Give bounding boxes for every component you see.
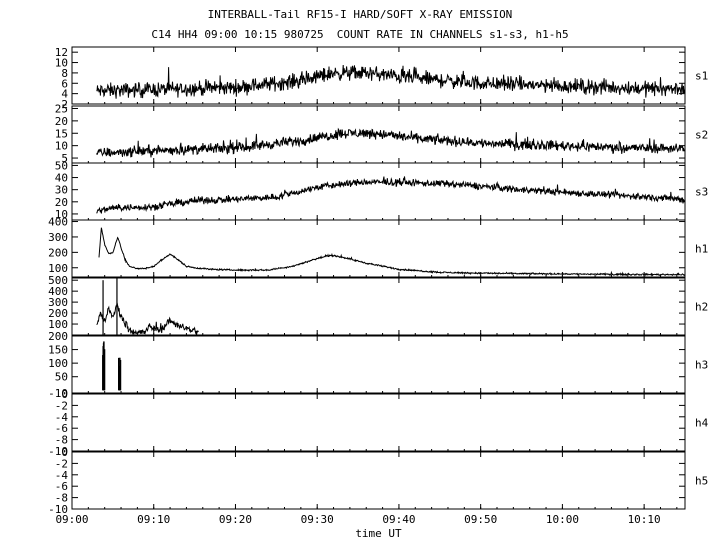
y-tick-label-s3: 50 [55, 159, 68, 172]
y-tick-label-h2: 300 [48, 296, 68, 309]
y-tick-label-h1: 300 [48, 231, 68, 244]
y-tick-label-h5: -4 [55, 469, 69, 482]
y-tick-label-s3: 30 [55, 184, 68, 197]
y-tick-label-h2: 100 [48, 318, 68, 331]
y-tick-label-h3: 200 [48, 330, 68, 343]
y-tick-label-s3: 20 [55, 196, 68, 209]
series-line-s2 [96, 127, 685, 158]
y-tick-label-h5: -6 [55, 480, 68, 493]
panel-frame-s3 [71, 162, 686, 221]
panel-frame-s1 [71, 46, 686, 105]
y-tick-label-s1: 10 [55, 57, 68, 70]
y-tick-label-h3: 100 [48, 357, 68, 370]
x-tick-label: 09:10 [137, 513, 170, 526]
x-tick-label: 09:40 [382, 513, 415, 526]
y-tick-label-s1: 4 [61, 88, 68, 101]
panel-frame-h2 [71, 277, 686, 336]
y-tick-label-h5: -8 [55, 492, 68, 505]
y-tick-label-h3: 50 [55, 371, 68, 384]
y-tick-label-s1: 6 [61, 77, 68, 90]
y-tick-label-h2: 500 [48, 274, 68, 287]
channel-label-h3: h3 [695, 359, 708, 372]
y-tick-label-h4: -8 [55, 434, 68, 447]
series-line-s1 [96, 64, 685, 99]
y-tick-label-s2: 15 [55, 127, 68, 140]
y-tick-label-s2: 25 [55, 102, 68, 115]
panel-frame-h1 [71, 219, 686, 278]
channel-label-h1: h1 [695, 243, 708, 256]
x-tick-label: 09:00 [55, 513, 88, 526]
y-tick-label-h1: 400 [48, 216, 68, 229]
y-tick-label-s3: 40 [55, 172, 68, 185]
y-tick-label-s3: 10 [55, 208, 68, 221]
y-tick-label-s2: 10 [55, 140, 68, 153]
y-tick-label-s1: 8 [61, 67, 68, 80]
series-line-s3 [96, 176, 685, 214]
x-tick-label: 09:30 [301, 513, 334, 526]
channel-label-s1: s1 [695, 70, 708, 83]
x-tick-label: 10:00 [546, 513, 579, 526]
channel-label-s2: s2 [695, 129, 708, 142]
y-tick-label-h2: 400 [48, 285, 68, 298]
panel-frame-h5 [71, 451, 686, 510]
channel-label-s3: s3 [695, 186, 708, 199]
panel-frame-h4 [71, 393, 686, 452]
x-tick-label: 10:10 [628, 513, 661, 526]
y-tick-label-h4: -2 [55, 399, 68, 412]
y-tick-label-h4: 0 [61, 388, 68, 401]
y-tick-label-h3: -10 [48, 387, 68, 400]
y-tick-label-s2: 5 [61, 152, 68, 165]
chart-subtitle: C14 HH4 09:00 10:15 980725 COUNT RATE IN… [151, 28, 569, 41]
series-line-h2 [96, 302, 199, 336]
y-tick-label-h4: -6 [55, 422, 68, 435]
y-tick-label-s2: 20 [55, 115, 68, 128]
channel-label-h2: h2 [695, 301, 708, 314]
y-tick-label-h1: 100 [48, 262, 68, 275]
x-axis-label: time UT [355, 527, 402, 540]
y-tick-label-h5: -10 [48, 503, 68, 516]
channel-label-h4: h4 [695, 417, 709, 430]
y-tick-label-h5: -2 [55, 457, 68, 470]
y-tick-label-s1: 12 [55, 46, 68, 59]
y-tick-label-h4: -4 [55, 411, 69, 424]
y-tick-label-h2: 200 [48, 307, 68, 320]
x-tick-label: 09:50 [464, 513, 497, 526]
y-tick-label-h5: 0 [61, 446, 68, 459]
y-tick-label-h3: 150 [48, 344, 68, 357]
y-tick-label-s1: 2 [61, 98, 68, 111]
series-line-h1 [98, 227, 685, 277]
channel-label-h5: h5 [695, 475, 708, 488]
y-tick-label-h4: -10 [48, 445, 68, 458]
chart-title: INTERBALL-Tail RF15-I HARD/SOFT X-RAY EM… [207, 8, 513, 21]
panel-frame-h3 [71, 335, 686, 394]
x-tick-label: 09:20 [219, 513, 252, 526]
y-tick-label-h1: 200 [48, 246, 68, 259]
